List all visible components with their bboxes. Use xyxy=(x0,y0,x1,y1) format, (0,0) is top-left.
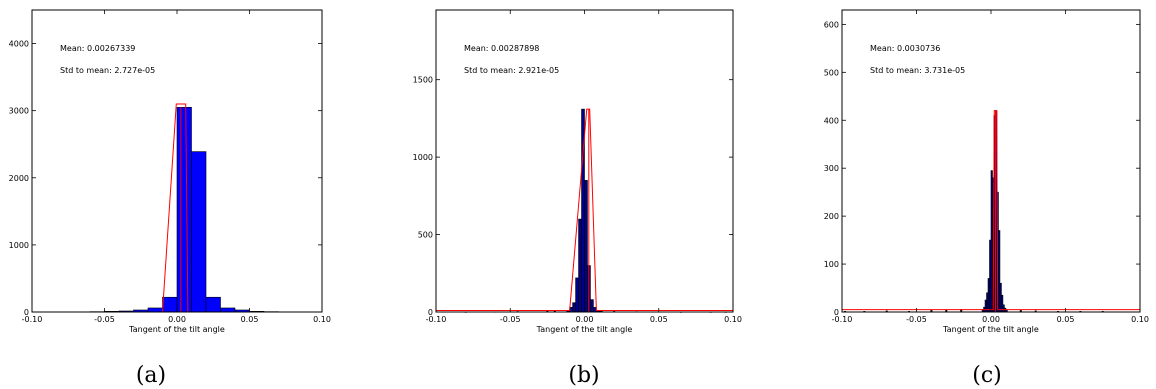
y-tick-label: 3000 xyxy=(9,107,29,116)
y-tick-label: 600 xyxy=(824,20,839,29)
x-axis-title: Tangent of the tilt angle xyxy=(128,325,225,334)
fit-curve xyxy=(436,108,733,311)
histogram-bar xyxy=(162,296,178,313)
y-tick-label: 0 xyxy=(428,308,433,317)
y-tick-label: 1500 xyxy=(413,76,433,85)
histogram-bar xyxy=(578,218,582,313)
y-tick-label: 500 xyxy=(418,231,433,240)
histogram-bar xyxy=(572,302,576,313)
x-tick-label: -0.10 xyxy=(22,315,43,324)
outlier-bar xyxy=(960,309,963,312)
x-tick-label: 0.05 xyxy=(241,315,259,324)
subfigure-caption: (c) xyxy=(972,363,1002,388)
histogram-bar xyxy=(575,277,579,313)
histogram-bar xyxy=(176,107,192,313)
x-tick-label: 0.10 xyxy=(724,315,742,324)
x-tick-label: 0.00 xyxy=(982,315,1000,324)
y-tick-label: 100 xyxy=(824,260,839,269)
y-tick-label: 1000 xyxy=(413,153,433,162)
histogram-bar xyxy=(191,151,207,313)
histogram-bar xyxy=(590,299,594,313)
outlier-bar xyxy=(553,310,556,312)
x-axis-title: Tangent of the tilt angle xyxy=(536,325,633,334)
stat-annotation: Std to mean: 3.731e-05 xyxy=(870,66,965,75)
x-tick-label: -0.10 xyxy=(832,315,853,324)
x-tick-label: 0.00 xyxy=(576,315,594,324)
stat-annotation: Mean: 0.00267339 xyxy=(60,44,135,53)
y-tick-label: 2000 xyxy=(9,174,29,183)
histogram-bar xyxy=(584,180,588,313)
x-tick-label: -0.05 xyxy=(906,315,927,324)
y-tick-label: 1000 xyxy=(9,241,29,250)
x-tick-label: 0.10 xyxy=(313,315,331,324)
x-tick-label: 0.00 xyxy=(168,315,186,324)
subfigure-caption: (b) xyxy=(568,363,599,388)
x-tick-label: 0.05 xyxy=(650,315,668,324)
histogram-bar xyxy=(205,296,221,313)
outlier-bar xyxy=(930,310,933,312)
histogram-bar xyxy=(220,307,236,313)
outlier-bar xyxy=(1034,310,1037,312)
histogram-bar xyxy=(147,307,163,313)
stat-annotation: Std to mean: 2.921e-05 xyxy=(464,66,559,75)
x-tick-label: 0.05 xyxy=(1057,315,1075,324)
y-tick-label: 0 xyxy=(24,308,29,317)
chart-panel-c: -0.10 -0.05 0.00 0.05 0.10 0 100 200 300 400 500 60… xyxy=(824,9,1149,388)
x-tick-label: -0.05 xyxy=(500,315,521,324)
x-tick-label: -0.05 xyxy=(94,315,115,324)
outlier-bar xyxy=(1019,310,1022,312)
chart-panel-b: -0.10 -0.05 0.00 0.05 0.10 0 500 1000 1500 Tangen… xyxy=(413,9,742,388)
stat-annotation: Mean: 0.0030736 xyxy=(870,44,940,53)
y-tick-label: 0 xyxy=(834,308,839,317)
stat-annotation: Std to mean: 2.727e-05 xyxy=(60,66,155,75)
x-tick-label: -0.10 xyxy=(426,315,447,324)
y-tick-label: 300 xyxy=(824,164,839,173)
y-tick-label: 200 xyxy=(824,212,839,221)
outlier-bar xyxy=(885,310,888,312)
outlier-bar xyxy=(546,310,549,312)
outlier-bar xyxy=(945,309,948,312)
x-axis-title: Tangent of the tilt angle xyxy=(942,325,1039,334)
y-tick-label: 400 xyxy=(824,116,839,125)
x-tick-label: 0.10 xyxy=(1131,315,1149,324)
subfigure-caption: (a) xyxy=(136,363,166,388)
y-tick-label: 500 xyxy=(824,68,839,77)
chart-panel-a: -0.10 -0.05 0.00 0.05 0.10 0 1000 2000 3000 4000 T… xyxy=(9,9,331,388)
y-tick-label: 4000 xyxy=(9,40,29,49)
stat-annotation: Mean: 0.00287898 xyxy=(464,44,539,53)
